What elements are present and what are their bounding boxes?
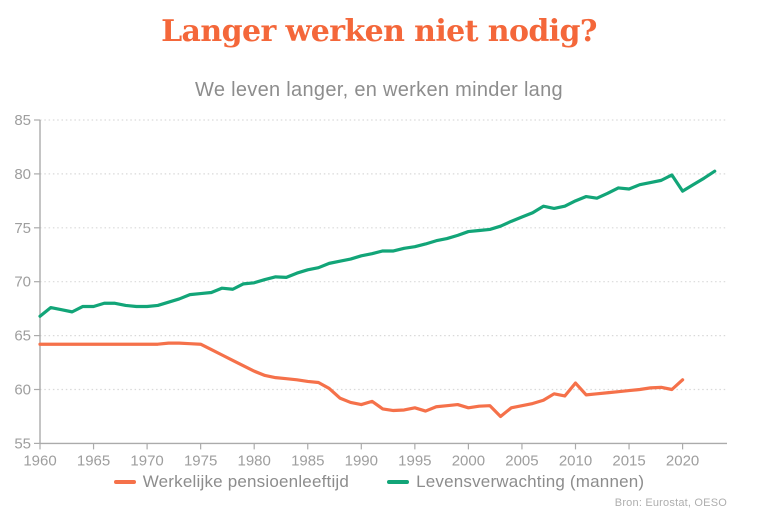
x-tick-label-1995: 1995 [398, 452, 431, 469]
chart-subtitle: We leven langer, en werken minder lang [195, 79, 563, 101]
source-attribution: Bron: Eurostat, OESO [614, 497, 727, 509]
x-tick-label-1970: 1970 [130, 452, 163, 469]
x-tick-label-1985: 1985 [291, 452, 324, 469]
chart-title: Langer werken niet nodig? [161, 14, 597, 49]
pension-line-swatch [113, 480, 136, 484]
life-expectancy-line-swatch [387, 480, 410, 484]
chart-legend: Werkelijke pensioenleeftijd Levensverwac… [0, 472, 758, 492]
y-tick-label-60: 60 [14, 382, 31, 399]
pension-age-line [38, 341, 685, 419]
x-tick-label-1965: 1965 [77, 452, 110, 469]
y-tick-label-55: 55 [14, 435, 31, 452]
x-tick-label-2020: 2020 [666, 452, 699, 469]
x-tick-label-2005: 2005 [505, 452, 538, 469]
x-tick-label-1980: 1980 [238, 452, 271, 469]
y-tick-label-65: 65 [14, 328, 31, 345]
x-tick-label-1960: 1960 [23, 452, 56, 469]
life-expectancy-line-label: Levensverwachting (mannen) [416, 472, 645, 491]
legend-item-life-expectancy: Levensverwachting (mannen) [387, 472, 644, 492]
x-tick-label-2010: 2010 [559, 452, 592, 469]
x-tick-label-1990: 1990 [345, 452, 378, 469]
y-tick-label-85: 85 [14, 112, 31, 129]
legend-item-pension: Werkelijke pensioenleeftijd [113, 472, 350, 492]
x-tick-label-2015: 2015 [612, 452, 645, 469]
x-tick-label-1975: 1975 [184, 452, 217, 469]
x-tick-label-2000: 2000 [452, 452, 485, 469]
life-expectancy-line [38, 169, 717, 318]
pension-line-label: Werkelijke pensioenleeftijd [142, 472, 350, 491]
y-tick-label-80: 80 [14, 166, 31, 183]
y-tick-label-75: 75 [14, 220, 31, 237]
y-tick-label-70: 70 [14, 274, 31, 291]
line-chart: 55 60 65 70 75 80 85 1960 1965 1970 1975 1980 1985 19… [14, 112, 727, 469]
